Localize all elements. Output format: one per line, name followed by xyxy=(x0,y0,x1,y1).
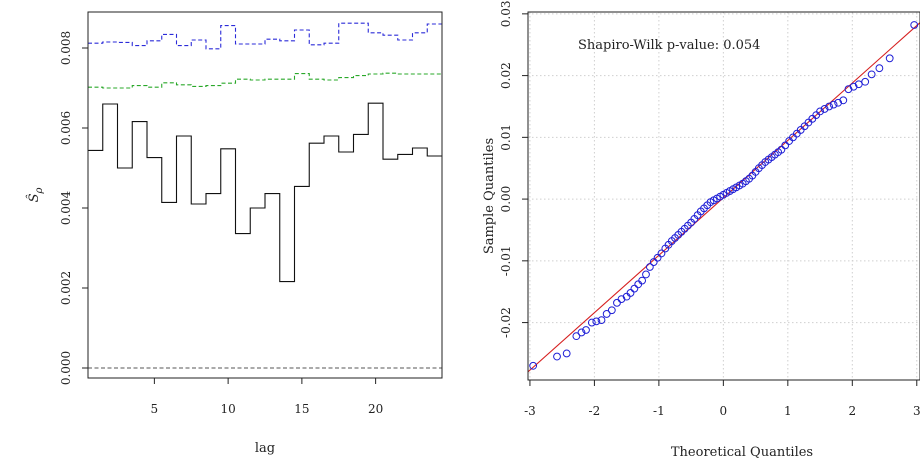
qq-point xyxy=(839,96,848,105)
qq-point xyxy=(630,284,639,293)
left-y-axis-label: Ŝρ xyxy=(25,187,45,202)
qq-point xyxy=(613,298,621,307)
qq-point xyxy=(602,310,611,318)
qq-point xyxy=(825,102,833,111)
qq-point xyxy=(834,98,843,107)
left-y-axis-label-main: Ŝ xyxy=(25,193,42,202)
qq-point xyxy=(796,126,805,134)
qq-point xyxy=(885,54,894,63)
qq-point xyxy=(875,64,884,73)
qq-point xyxy=(529,361,538,370)
qq-point xyxy=(638,276,647,285)
left-y-tick-label: 0.006 xyxy=(59,111,73,145)
qq-point xyxy=(634,280,643,289)
right-y-tick-label: -0.02 xyxy=(499,307,513,338)
qq-point xyxy=(642,270,650,279)
qq-point xyxy=(781,141,790,150)
qq-point xyxy=(867,70,876,79)
right-x-tick-label: 1 xyxy=(784,404,792,418)
left-x-axis-label: lag xyxy=(255,441,275,456)
qq-point xyxy=(854,80,863,89)
qq-point xyxy=(777,145,786,154)
qq-point xyxy=(562,349,571,358)
right-panel: Shapiro-Wilk p-value: 0.054 -3 -2 -1 0 1 2 3 -… xyxy=(482,0,920,460)
right-y-tick-label: -0.01 xyxy=(499,245,513,276)
right-x-tick-label: 0 xyxy=(720,404,728,418)
qq-point xyxy=(649,258,658,266)
right-x-tick-label: 3 xyxy=(913,404,920,418)
right-x-tick-label: -2 xyxy=(589,404,601,418)
left-x-tick-label: 20 xyxy=(368,402,383,416)
qq-point xyxy=(577,328,586,337)
right-plot-frame xyxy=(527,11,920,381)
left-panel: 5 10 15 20 0.000 0.002 0.004 0.006 0.008 lag Ŝρ xyxy=(25,11,443,456)
right-y-tick-label: 0.03 xyxy=(499,0,513,27)
qq-point xyxy=(607,306,616,315)
qq-point xyxy=(572,332,581,341)
right-y-axis: -0.02 -0.01 0.00 0.01 0.02 0.03 xyxy=(499,0,528,338)
right-y-tick-label: 0.00 xyxy=(499,186,513,213)
qq-point xyxy=(657,249,666,258)
qq-point xyxy=(626,289,635,297)
left-series-line-0 xyxy=(88,22,442,50)
right-y-axis-label: Sample Quantiles xyxy=(482,138,497,254)
qq-point xyxy=(829,100,838,109)
right-x-axis-label: Theoretical Quantiles xyxy=(671,445,813,460)
qq-point xyxy=(553,352,561,361)
left-y-axis-label-subscript: ρ xyxy=(34,187,45,194)
left-y-tick-label: 0.002 xyxy=(59,271,73,305)
right-x-tick-label: -3 xyxy=(524,404,536,418)
qq-point xyxy=(587,318,596,327)
qq-point xyxy=(816,107,824,116)
qq-point xyxy=(597,316,606,325)
qq-point xyxy=(617,295,626,304)
qq-point xyxy=(792,129,801,138)
left-y-axis: 0.000 0.002 0.004 0.006 0.008 xyxy=(59,31,88,385)
qq-point xyxy=(910,21,919,29)
right-grid xyxy=(528,12,920,380)
right-y-tick-label: 0.02 xyxy=(499,62,513,89)
left-y-tick-label: 0.000 xyxy=(59,351,73,385)
left-plot-frame xyxy=(87,11,443,379)
right-x-axis: -3 -2 -1 0 1 2 3 xyxy=(524,380,920,418)
right-x-tick-label: 2 xyxy=(848,404,856,418)
left-x-tick-label: 10 xyxy=(220,402,235,416)
left-x-tick-label: 5 xyxy=(151,402,159,416)
left-y-tick-label: 0.008 xyxy=(59,31,73,65)
right-y-tick-label: 0.01 xyxy=(499,124,513,151)
shapiro-wilk-annotation: Shapiro-Wilk p-value: 0.054 xyxy=(578,38,760,53)
qq-point xyxy=(592,317,601,326)
right-x-tick-label: -1 xyxy=(653,404,665,418)
qq-point xyxy=(844,85,853,94)
qq-point xyxy=(645,263,654,271)
left-series-line-1 xyxy=(88,72,442,89)
left-y-tick-label: 0.004 xyxy=(59,190,73,225)
qq-point xyxy=(849,82,858,91)
left-x-tick-label: 15 xyxy=(294,402,309,416)
left-x-axis: 5 10 15 20 xyxy=(151,378,383,416)
qq-point xyxy=(653,253,662,262)
qq-point xyxy=(861,77,870,86)
qq-point xyxy=(820,105,829,113)
qq-reference-line xyxy=(528,22,920,373)
left-series-line-2 xyxy=(88,102,442,283)
qq-point xyxy=(582,326,590,334)
